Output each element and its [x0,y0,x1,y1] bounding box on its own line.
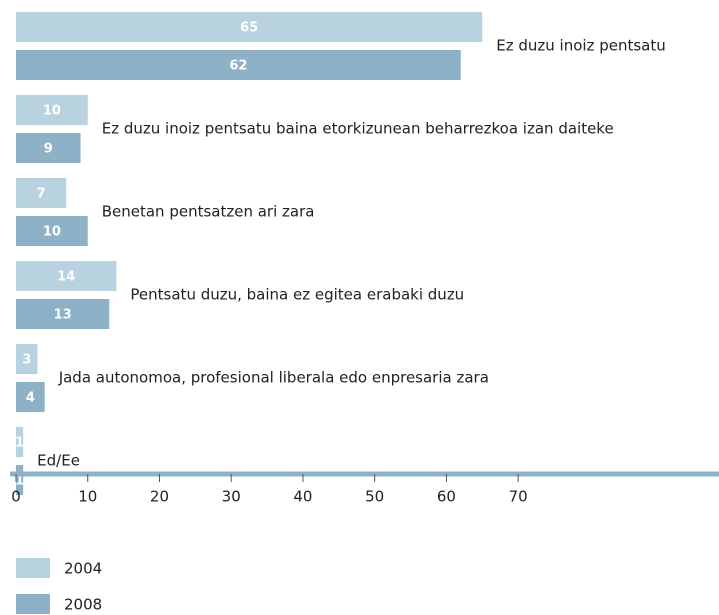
bar [16,216,88,246]
x-tick-label: 0 [11,488,21,506]
legend-swatch [16,594,50,614]
bar [16,50,461,80]
legend-label: 2004 [64,560,102,578]
value-label: 4 [26,391,35,406]
value-label: 9 [44,142,53,157]
value-label: 14 [57,270,75,285]
x-tick-label: 30 [222,488,241,506]
x-tick-label: 70 [509,488,528,506]
bar [16,133,81,163]
bar [16,465,24,495]
legend-label: 2008 [64,596,102,614]
bar [16,178,67,208]
value-label: 62 [229,59,247,74]
bar [16,299,110,329]
bar [16,427,24,457]
bar [16,344,38,374]
value-label: 7 [37,187,46,202]
bar [16,261,117,291]
value-label: 1 [15,436,24,451]
x-tick-label: 50 [365,488,384,506]
value-label: 13 [54,308,72,323]
category-label: Ez duzu inoiz pentsatu [496,37,666,55]
x-tick-label: 60 [437,488,456,506]
category-label: Ez duzu inoiz pentsatu baina etorkizunea… [102,120,614,138]
value-label: 65 [240,21,258,36]
category-label: Pentsatu duzu, baina ez egitea erabaki d… [130,286,464,304]
x-tick-label: 40 [293,488,312,506]
value-label: 1 [15,474,24,489]
category-label: Ed/Ee [37,452,80,470]
category-label: Jada autonomoa, profesional liberala edo… [58,369,489,387]
bar [16,95,88,125]
category-label: Benetan pentsatzen ari zara [102,203,315,221]
value-label: 10 [43,104,61,119]
x-tick-label: 10 [78,488,97,506]
x-tick-label: 20 [150,488,169,506]
bar [16,382,45,412]
value-label: 10 [43,225,61,240]
legend-swatch [16,558,50,578]
bar [16,12,483,42]
value-label: 3 [22,353,31,368]
